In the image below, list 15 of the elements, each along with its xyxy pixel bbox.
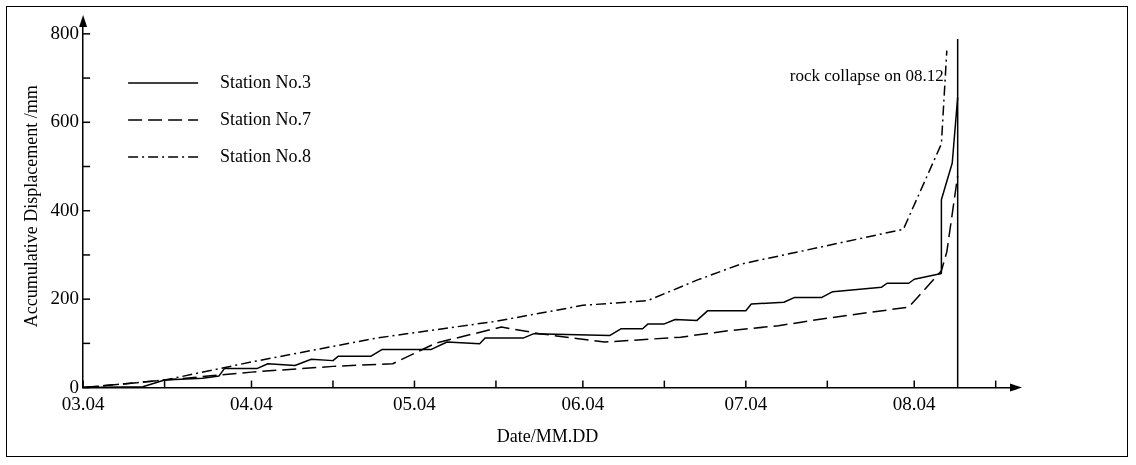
- y-axis-title: Accumulative Displacement /mm: [20, 85, 41, 328]
- x-tick-label: 07.04: [724, 392, 768, 414]
- y-tick-label: 800: [50, 21, 80, 43]
- y-tick-label: 200: [50, 287, 80, 309]
- ref-line-label: rock collapse on 08.12: [789, 66, 944, 86]
- y-tick-label: 600: [50, 110, 80, 132]
- x-tick-label: 08.04: [892, 392, 937, 414]
- x-tick-label: 05.04: [393, 392, 437, 414]
- legend-label: Station No.7: [220, 108, 312, 129]
- x-tick-label: 04.04: [230, 392, 274, 414]
- legend-label: Station No.3: [220, 71, 312, 92]
- x-axis-title: Date/MM.DD: [496, 425, 599, 446]
- y-tick-label: 400: [50, 198, 80, 220]
- x-tick-label: 06.04: [561, 392, 605, 414]
- legend-label: Station No.8: [220, 145, 312, 166]
